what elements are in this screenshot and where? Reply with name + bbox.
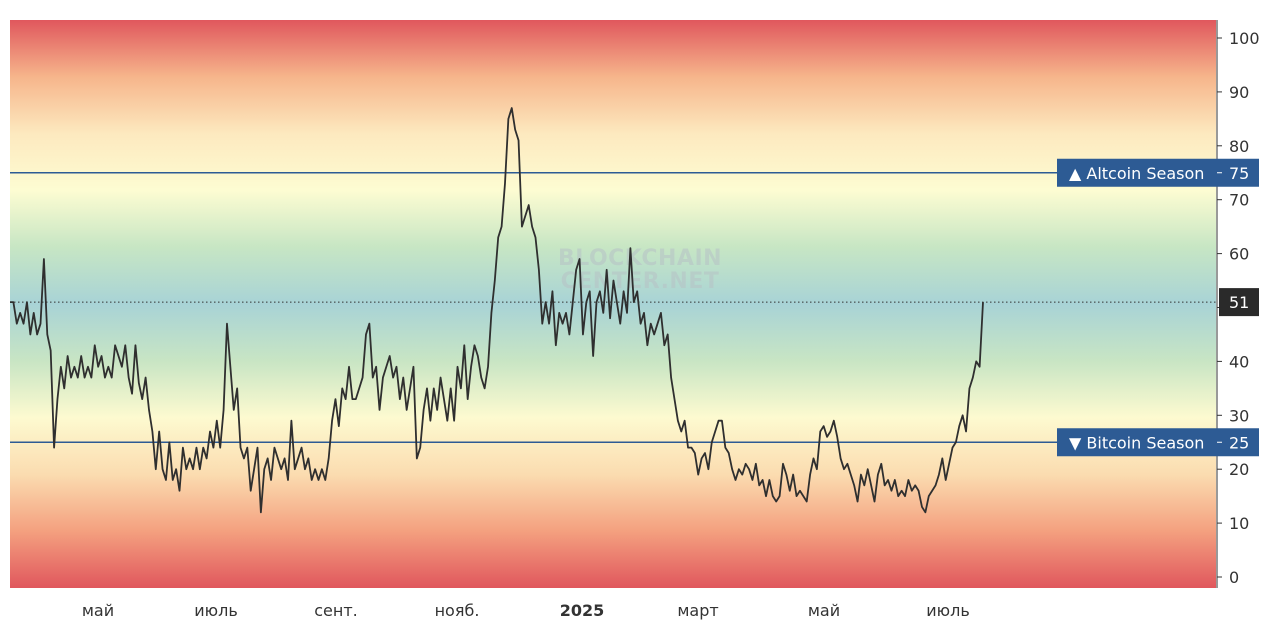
y-tick-label: 60 xyxy=(1229,245,1249,264)
season-tag xyxy=(1057,158,1259,187)
y-tick-label: 20 xyxy=(1229,460,1249,479)
x-axis: май июль сент. нояб. 2025 март май июль xyxy=(82,601,970,620)
x-tick-label: март xyxy=(677,601,718,620)
x-tick-label: сент. xyxy=(314,601,358,620)
x-tick-label: июль xyxy=(926,601,970,620)
y-tick-label: 80 xyxy=(1229,137,1249,156)
season-tag-label: ▼ Bitcoin Season xyxy=(1069,433,1204,452)
current-value-label: 51 xyxy=(1229,293,1249,312)
x-tick-label: май xyxy=(808,601,840,620)
season-tag xyxy=(1057,428,1259,457)
y-axis: 0102030405060708090100 xyxy=(1217,29,1260,587)
y-tick-label: 90 xyxy=(1229,83,1249,102)
y-tick-label: 30 xyxy=(1229,406,1249,425)
y-tick-label: 70 xyxy=(1229,191,1249,210)
x-tick-label: 2025 xyxy=(560,601,605,620)
reference-lines xyxy=(10,171,1216,444)
x-tick-label: нояб. xyxy=(435,601,480,620)
y-tick-label: 100 xyxy=(1229,29,1260,48)
current-value-tag xyxy=(1219,288,1259,317)
y-tick-label: 10 xyxy=(1229,514,1249,533)
y-tick-label: 0 xyxy=(1229,568,1239,587)
watermark-line-2: CENTER.NET xyxy=(561,269,720,294)
series-line xyxy=(10,107,984,514)
x-tick-label: июль xyxy=(194,601,238,620)
season-tag-value: 75 xyxy=(1229,164,1249,183)
plot-background xyxy=(10,20,1216,588)
watermark: BLOCKCHAIN CENTER.NET xyxy=(558,246,722,294)
season-tag-value: 25 xyxy=(1229,433,1249,452)
season-tag-label: ▲ Altcoin Season xyxy=(1069,164,1204,183)
watermark-line-1: BLOCKCHAIN xyxy=(558,246,722,271)
y-tick-label: 40 xyxy=(1229,352,1249,371)
value-tags: ▲ Altcoin Season 75 ▼ Bitcoin Season 25 51 xyxy=(1057,158,1259,457)
x-tick-label: май xyxy=(82,601,114,620)
